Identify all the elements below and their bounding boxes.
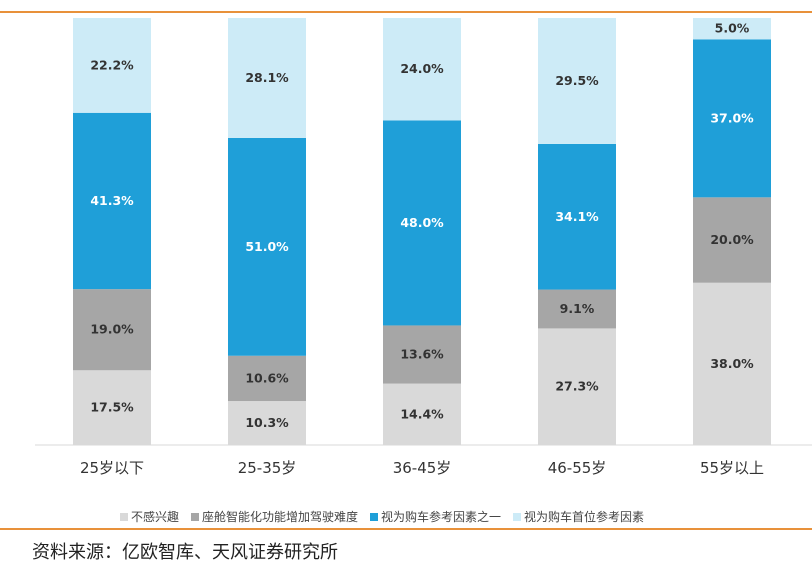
data-label: 10.6%	[245, 370, 289, 385]
data-label: 48.0%	[400, 215, 444, 230]
stacked-bar-chart: 17.5% 19.0% 41.3% 22.2% 10.3% 10.6% 51.0% 28.1%…	[35, 18, 812, 477]
legend-item: 不感兴趣	[120, 508, 179, 525]
category-tick-label: 46-55岁	[548, 459, 607, 477]
bar-segment	[73, 18, 151, 113]
data-label: 17.5%	[90, 400, 134, 415]
bar-segment	[73, 112, 151, 290]
bar-segment	[383, 325, 461, 384]
bar-segment	[693, 197, 771, 283]
data-label: 41.3%	[90, 193, 134, 208]
bar-segment	[228, 355, 306, 402]
top-rule	[0, 11, 812, 13]
data-label: 29.5%	[555, 73, 599, 88]
bar-segment	[228, 401, 306, 445]
bar-segment	[228, 18, 306, 138]
data-label: 28.1%	[245, 70, 289, 85]
bar-segment	[383, 383, 461, 445]
bar-segment	[73, 370, 151, 445]
data-label: 9.1%	[560, 301, 595, 316]
bar-segment	[693, 18, 771, 40]
data-label: 14.4%	[400, 406, 444, 421]
legend-item: 视为购车首位参考因素	[513, 508, 644, 525]
category-labels-group: 25岁以下 25-35岁 36-45岁 46-55岁 55岁以上	[80, 459, 764, 477]
data-label: 51.0%	[245, 239, 289, 254]
data-label: 19.0%	[90, 322, 134, 337]
legend-label: 座舱智能化功能增加驾驶难度	[202, 510, 359, 524]
data-label: 10.3%	[245, 415, 289, 430]
category-tick-label: 25岁以下	[80, 459, 144, 477]
bar-segment	[228, 137, 306, 356]
data-label: 20.0%	[710, 232, 754, 247]
bar-segment	[693, 282, 771, 445]
data-label: 34.1%	[555, 209, 599, 224]
data-label: 13.6%	[400, 346, 444, 361]
legend-label: 视为购车参考因素之一	[381, 510, 502, 524]
bars-group	[73, 18, 771, 445]
legend: 不感兴趣 座舱智能化功能增加驾驶难度 视为购车参考因素之一 视为购车首位参考因素	[120, 508, 644, 525]
data-label: 37.0%	[710, 110, 754, 125]
category-tick-label: 55岁以上	[700, 459, 764, 477]
legend-label: 视为购车首位参考因素	[524, 510, 645, 524]
category-tick-label: 36-45岁	[393, 459, 452, 477]
category-tick-label: 25-35岁	[238, 459, 297, 477]
bar-segment	[383, 120, 461, 326]
bar-segment	[538, 18, 616, 144]
data-label: 38.0%	[710, 356, 754, 371]
data-label: 5.0%	[715, 21, 750, 36]
legend-swatch	[120, 512, 128, 521]
segment-labels-group: 17.5% 19.0% 41.3% 22.2% 10.3% 10.6% 51.0% 28.1%…	[90, 21, 754, 430]
bar-segment	[538, 289, 616, 329]
bar-segment	[383, 18, 461, 121]
bar-segment	[73, 289, 151, 371]
data-label: 22.2%	[90, 57, 134, 72]
source-note: 资料来源：亿欧智库、天风证券研究所	[32, 542, 338, 563]
bar-segment	[693, 39, 771, 198]
legend-swatch	[513, 512, 522, 521]
bottom-rule	[0, 528, 812, 530]
bar-segment	[538, 143, 616, 290]
legend-item: 座舱智能化功能增加驾驶难度	[191, 508, 358, 525]
data-label: 27.3%	[555, 379, 599, 394]
legend-swatch	[191, 512, 200, 521]
legend-item: 视为购车参考因素之一	[370, 508, 501, 525]
legend-label: 不感兴趣	[131, 510, 180, 524]
data-label: 24.0%	[400, 61, 444, 76]
legend-swatch	[370, 512, 379, 521]
bar-segment	[538, 328, 616, 445]
